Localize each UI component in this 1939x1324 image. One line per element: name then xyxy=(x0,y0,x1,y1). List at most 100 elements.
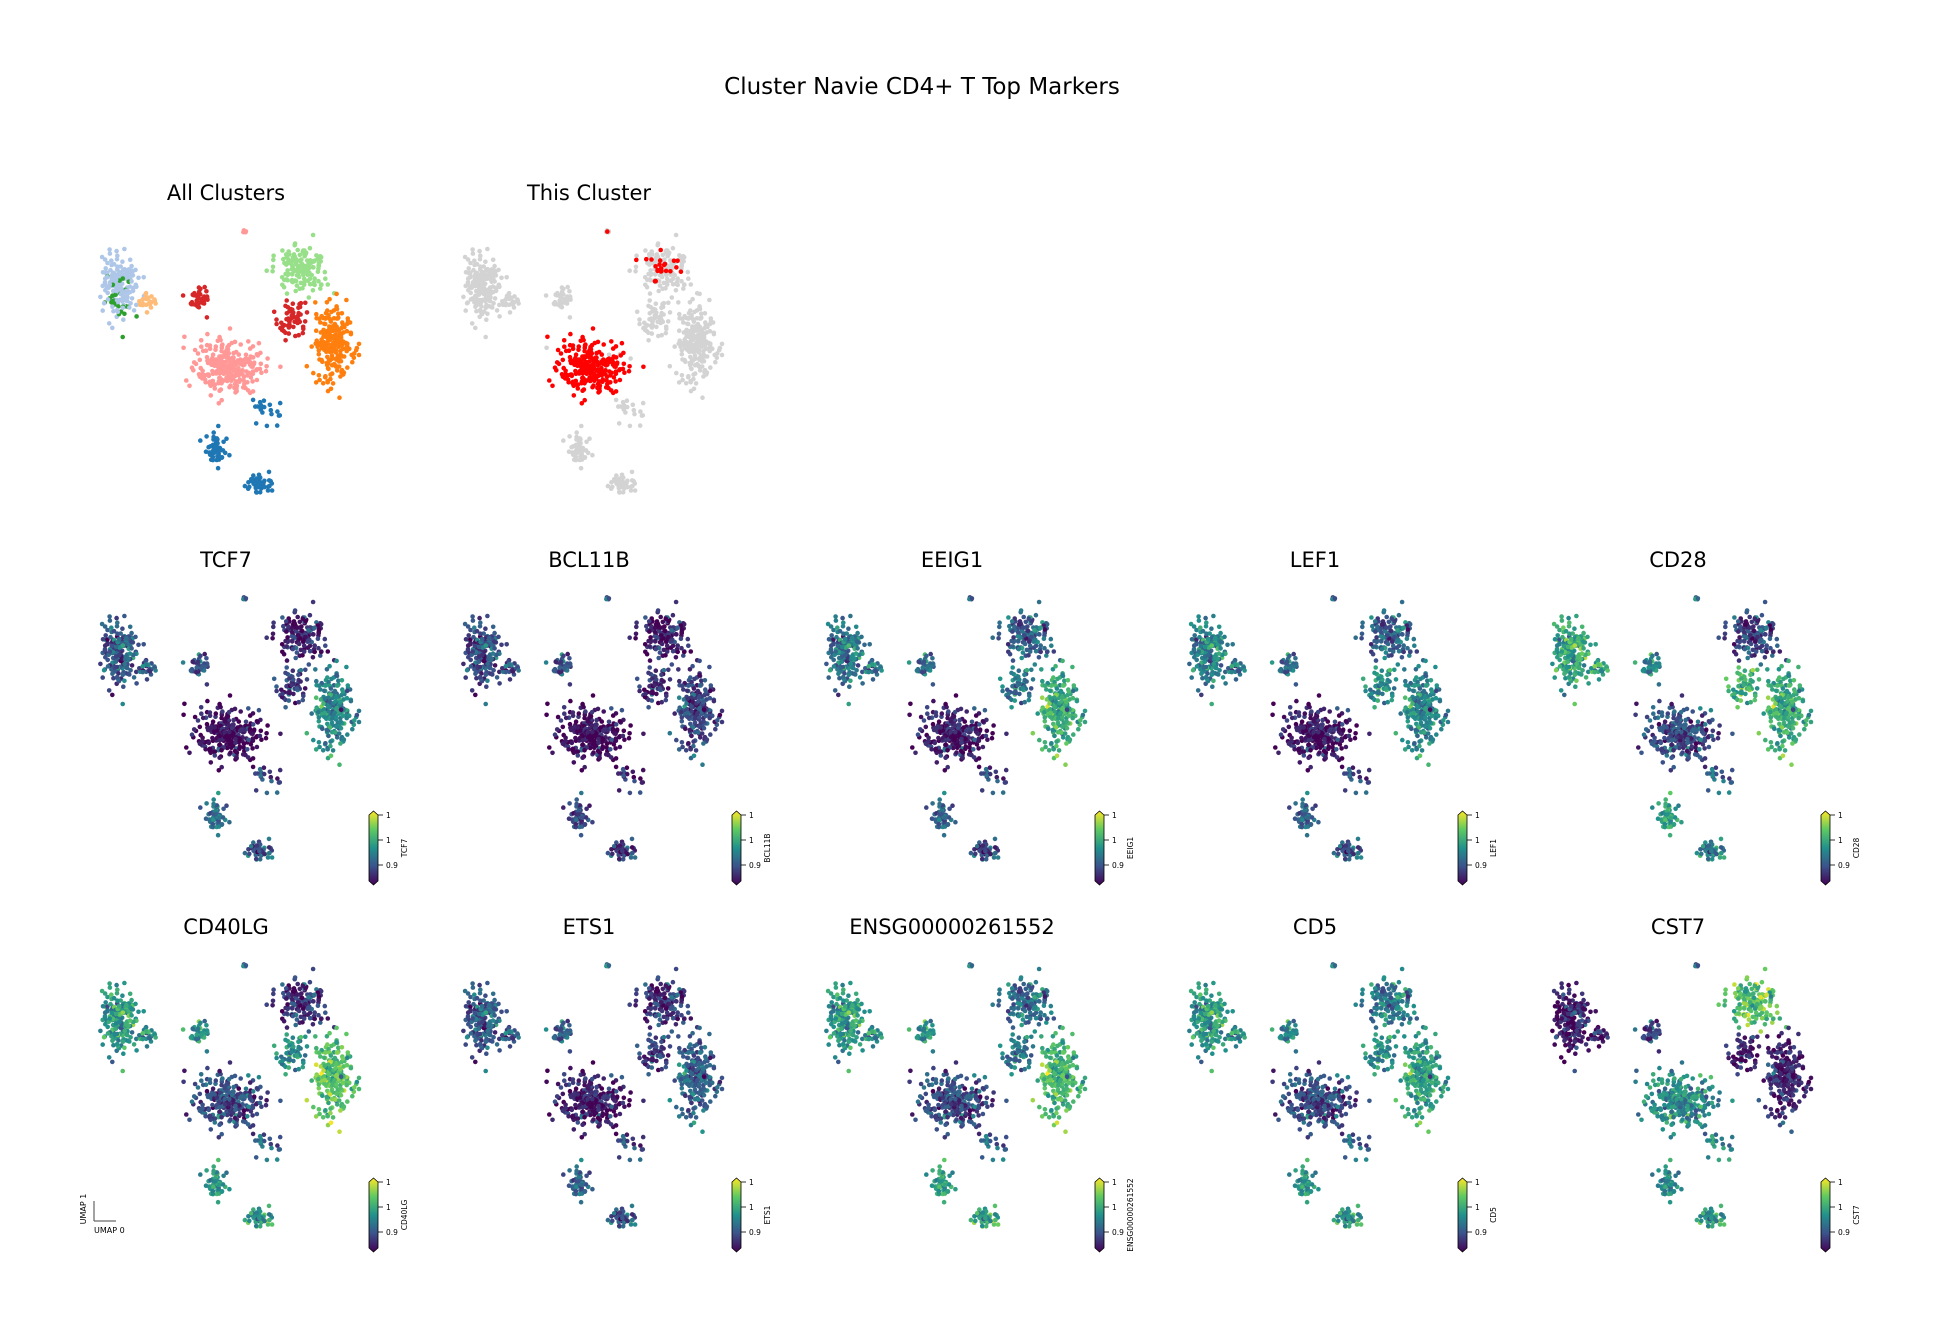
data-point xyxy=(662,628,668,634)
data-point xyxy=(693,748,699,753)
data-point xyxy=(679,645,684,651)
data-point xyxy=(675,258,680,264)
data-point xyxy=(111,261,117,267)
data-point xyxy=(690,663,695,669)
data-point xyxy=(199,666,204,671)
data-point xyxy=(1038,649,1043,655)
data-point xyxy=(648,268,653,273)
data-point xyxy=(1010,665,1015,670)
data-point xyxy=(338,352,343,357)
data-point xyxy=(226,709,232,715)
data-point xyxy=(144,677,150,682)
data-point xyxy=(633,636,638,641)
data-point xyxy=(334,357,339,363)
data-point xyxy=(829,633,834,638)
data-point xyxy=(109,643,115,649)
data-point xyxy=(544,712,549,718)
data-point xyxy=(107,247,112,252)
data-point xyxy=(1063,762,1068,767)
data-point xyxy=(320,726,325,732)
data-point xyxy=(102,648,108,653)
data-point xyxy=(601,709,606,714)
data-point xyxy=(616,771,621,776)
data-point xyxy=(246,370,251,376)
data-point xyxy=(462,254,468,260)
data-point xyxy=(101,667,107,673)
data-point xyxy=(486,655,492,661)
data-point xyxy=(310,288,316,293)
data-point xyxy=(596,736,601,742)
data-point xyxy=(329,309,334,315)
data-point xyxy=(960,755,965,760)
data-point xyxy=(1003,767,1009,773)
data-point xyxy=(302,686,308,691)
data-point xyxy=(354,712,360,718)
data-point xyxy=(221,439,226,445)
data-point xyxy=(322,269,328,275)
data-point xyxy=(578,465,584,471)
data-point xyxy=(124,298,130,304)
data-point xyxy=(227,729,232,735)
data-point xyxy=(278,731,283,737)
data-point xyxy=(192,714,198,720)
data-point xyxy=(606,719,612,725)
data-point xyxy=(468,290,474,296)
data-point xyxy=(122,661,127,667)
data-point xyxy=(613,371,619,377)
data-point xyxy=(553,292,559,298)
data-point xyxy=(113,292,118,298)
data-point xyxy=(264,423,270,429)
data-point xyxy=(133,267,138,273)
data-point xyxy=(942,790,947,796)
data-point xyxy=(1060,658,1065,664)
data-point xyxy=(554,360,560,365)
data-point xyxy=(279,275,285,280)
data-point xyxy=(665,686,671,691)
data-point xyxy=(619,340,625,346)
data-point xyxy=(98,294,103,300)
data-point xyxy=(332,343,338,349)
data-point xyxy=(497,681,502,686)
data-point xyxy=(322,688,327,694)
data-point xyxy=(301,282,307,287)
data-point xyxy=(575,386,581,391)
data-point xyxy=(573,368,578,374)
data-point xyxy=(281,284,287,290)
data-point xyxy=(303,634,308,640)
data-point xyxy=(316,264,322,269)
data-point xyxy=(217,375,222,381)
data-point xyxy=(462,621,468,627)
data-point xyxy=(184,745,189,750)
data-point xyxy=(338,358,344,364)
data-point xyxy=(628,356,633,361)
data-point xyxy=(153,301,158,306)
data-point xyxy=(478,253,483,258)
data-point xyxy=(689,366,694,372)
data-point xyxy=(224,714,229,720)
data-point xyxy=(677,678,682,684)
data-point xyxy=(140,664,146,669)
data-point xyxy=(253,856,259,862)
data-point xyxy=(311,632,316,637)
data-point xyxy=(616,404,621,409)
data-point xyxy=(1070,695,1076,701)
data-point xyxy=(584,806,589,812)
data-point xyxy=(224,347,229,353)
data-point xyxy=(610,346,616,351)
data-point xyxy=(620,366,626,372)
data-point xyxy=(567,721,573,727)
data-point xyxy=(259,370,264,376)
data-point xyxy=(640,767,646,773)
data-point xyxy=(122,613,127,619)
data-point xyxy=(307,245,313,251)
data-point xyxy=(207,710,213,715)
data-point xyxy=(264,364,269,369)
data-point xyxy=(284,629,289,634)
data-point xyxy=(687,360,693,366)
data-point xyxy=(476,644,482,650)
data-point xyxy=(120,305,126,311)
data-point xyxy=(701,741,706,746)
data-point xyxy=(688,308,693,313)
